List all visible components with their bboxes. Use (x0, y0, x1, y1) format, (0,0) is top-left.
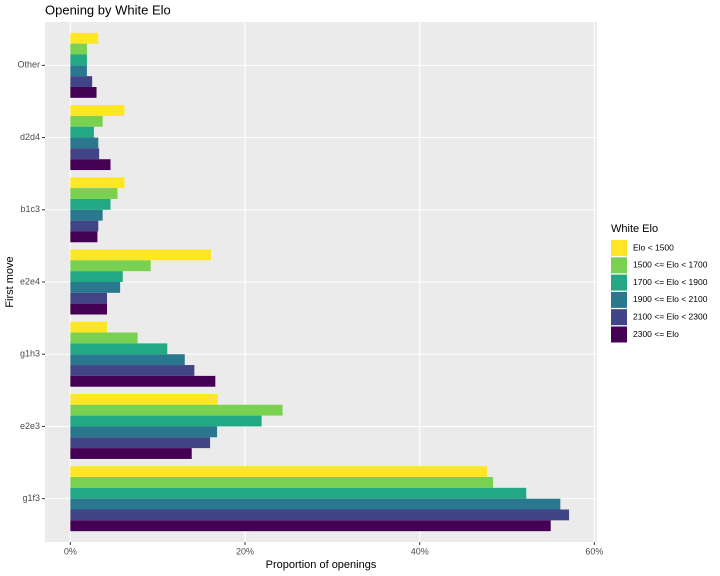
bar (70, 198, 111, 210)
bar (70, 437, 211, 449)
legend-key (611, 240, 627, 256)
bar (70, 477, 494, 488)
bar (70, 282, 121, 293)
legend-label: 2100 <= Elo < 2300 (633, 311, 708, 321)
x-tick-label: 40% (411, 546, 429, 556)
bar (70, 126, 94, 138)
x-tick-label: 60% (585, 546, 603, 556)
bar (70, 292, 108, 304)
legend-key (611, 309, 627, 326)
bar (70, 65, 87, 77)
bar (70, 365, 195, 376)
bar (70, 76, 93, 87)
x-tick-label: 0% (64, 546, 77, 556)
bar (70, 498, 561, 510)
bar (70, 54, 87, 66)
bar (70, 415, 262, 427)
bar (70, 249, 211, 261)
bar (70, 466, 487, 477)
legend-label: 1900 <= Elo < 2100 (633, 294, 708, 304)
bar (70, 220, 99, 232)
bar (70, 393, 218, 405)
bar (70, 177, 125, 189)
bar (70, 115, 103, 127)
bar (70, 375, 216, 387)
bar (70, 332, 138, 344)
legend-key (611, 274, 627, 291)
bar (70, 448, 192, 459)
bar (70, 321, 108, 333)
y-tick-label: Other (17, 60, 40, 70)
bar (70, 43, 87, 55)
bar (70, 148, 100, 160)
x-axis-label: Proportion of openings (266, 559, 377, 571)
legend-key (611, 257, 627, 274)
y-tick-label: e2e3 (20, 421, 40, 431)
bar (70, 343, 168, 355)
bar (70, 487, 527, 499)
bar (70, 354, 185, 366)
legend-key (611, 326, 627, 343)
bar (70, 209, 103, 221)
y-tick-label: g1f3 (22, 493, 40, 503)
legend-key (611, 291, 627, 308)
legend-label: 1500 <= Elo < 1700 (633, 260, 708, 270)
bar (70, 303, 108, 315)
bar (70, 271, 123, 282)
bar (70, 159, 111, 171)
x-tick-label: 20% (236, 546, 254, 556)
bar (70, 188, 118, 199)
bar (70, 260, 151, 272)
y-tick-label: g1h3 (20, 349, 40, 359)
legend-title: White Elo (611, 223, 658, 235)
bar (70, 231, 98, 243)
legend-label: 2300 <= Elo (633, 329, 679, 339)
y-axis-label: First move (4, 256, 16, 307)
y-tick-label: b1c3 (20, 204, 40, 214)
y-tick-label: e2e4 (20, 276, 40, 286)
bar (70, 404, 283, 416)
legend-label: 1700 <= Elo < 1900 (633, 277, 708, 287)
bar (70, 520, 551, 532)
bar (70, 509, 570, 521)
bar (70, 105, 125, 116)
chart-title: Opening by White Elo (45, 2, 171, 17)
bar (70, 426, 218, 438)
bar (70, 32, 99, 44)
legend-label: Elo < 1500 (633, 242, 674, 252)
y-tick-label: d2d4 (20, 132, 40, 142)
bar (70, 87, 97, 98)
bar (70, 137, 99, 149)
